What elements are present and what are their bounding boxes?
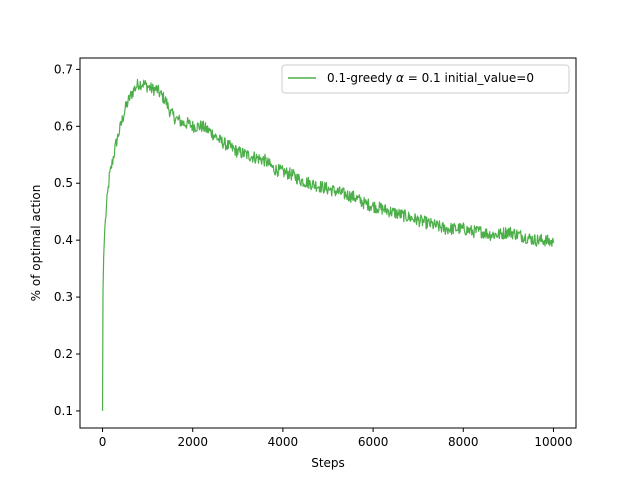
legend-label-alpha: α xyxy=(396,71,404,85)
legend-label-prefix: 0.1-greedy xyxy=(327,71,396,85)
y-tick-label: 0.5 xyxy=(54,176,73,190)
y-axis-ticks: 0.1 0.2 0.3 0.4 0.5 0.6 0.7 xyxy=(54,62,80,418)
x-tick-label: 0 xyxy=(99,435,107,449)
x-tick-label: 6000 xyxy=(358,435,389,449)
y-tick-label: 0.3 xyxy=(54,290,73,304)
series-layer xyxy=(101,78,555,411)
y-tick-label: 0.7 xyxy=(54,62,73,76)
legend: 0.1-greedy α = 0.1 initial_value=0 xyxy=(281,64,570,94)
y-tick-label: 0.4 xyxy=(54,233,73,247)
y-tick-label: 0.1 xyxy=(54,404,73,418)
legend-entry-label: 0.1-greedy α = 0.1 initial_value=0 xyxy=(327,71,534,85)
x-tick-label: 2000 xyxy=(177,435,208,449)
x-tick-label: 4000 xyxy=(268,435,299,449)
x-tick-label: 10000 xyxy=(534,435,572,449)
legend-label-suffix: = 0.1 initial_value=0 xyxy=(404,71,534,85)
y-axis-label: % of optimal action xyxy=(29,185,43,302)
y-tick-label: 0.6 xyxy=(54,119,73,133)
x-axis-ticks: 0 2000 4000 6000 8000 10000 xyxy=(99,428,573,449)
x-tick-label: 8000 xyxy=(448,435,479,449)
series-line xyxy=(101,78,555,411)
axes-frame xyxy=(79,57,577,429)
x-axis-label: Steps xyxy=(311,456,345,470)
plot-area xyxy=(79,57,577,429)
y-tick-label: 0.2 xyxy=(54,347,73,361)
legend-box xyxy=(281,64,570,94)
